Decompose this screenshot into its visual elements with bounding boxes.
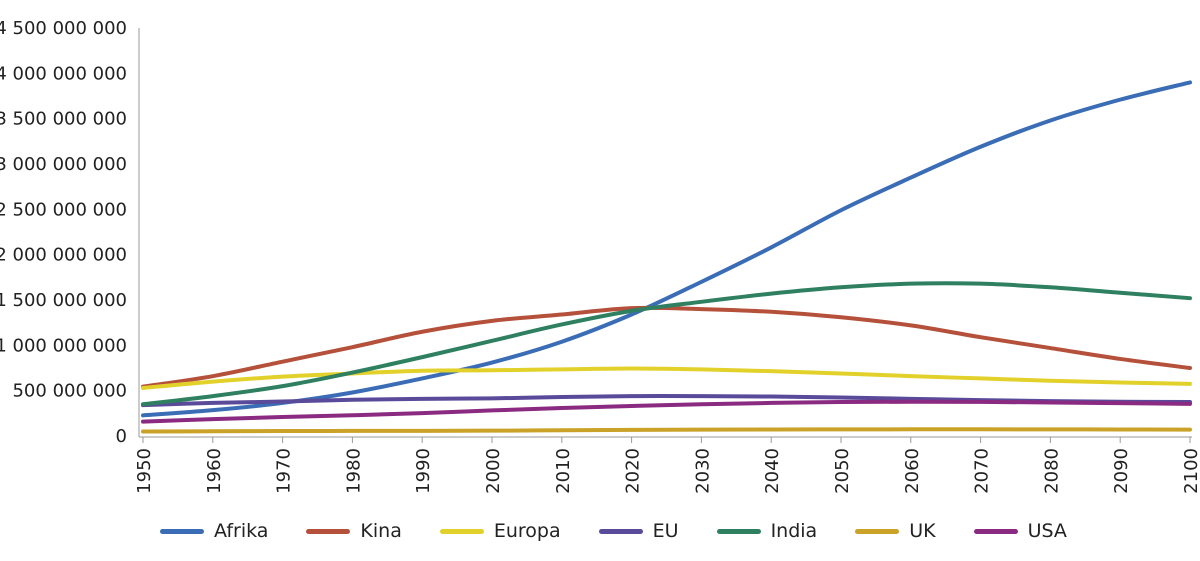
x-tick-label: 1980 <box>343 448 364 494</box>
legend-swatch <box>973 528 1018 534</box>
x-tick-label: 2020 <box>623 448 644 494</box>
y-tick-label: 4 500 000 000 <box>0 18 127 39</box>
x-tick-label: 2030 <box>692 448 713 494</box>
legend-label: EU <box>652 520 679 542</box>
y-tick-label: 3 500 000 000 <box>0 109 127 130</box>
x-tick-label: 1950 <box>134 448 155 494</box>
x-tick-label: 2010 <box>553 448 574 494</box>
legend-label: Afrika <box>214 520 269 542</box>
y-tick-label: 3 000 000 000 <box>0 154 127 175</box>
y-tick-label: 500 000 000 <box>12 381 127 402</box>
series-line-india <box>141 281 1192 407</box>
legend-item-eu: EU <box>598 520 679 542</box>
y-tick-label: 2 500 000 000 <box>0 199 127 220</box>
legend-label: USA <box>1027 520 1067 542</box>
legend-swatch <box>598 528 643 534</box>
x-tick-label: 2050 <box>832 448 853 494</box>
y-tick-label: 1 000 000 000 <box>0 335 127 356</box>
x-tick-label: 1990 <box>413 448 434 494</box>
y-tick-label: 2 000 000 000 <box>0 245 127 266</box>
legend-item-usa: USA <box>973 520 1067 542</box>
x-tick-label: 2040 <box>762 448 783 494</box>
series-line-kina <box>141 305 1192 389</box>
legend-swatch <box>306 528 351 534</box>
y-tick-label: 1 500 000 000 <box>0 290 127 311</box>
legend-item-kina: Kina <box>306 520 402 542</box>
x-tick-label: 2000 <box>483 448 504 494</box>
series-line-afrika <box>141 80 1192 418</box>
legend-item-afrika: Afrika <box>160 520 268 542</box>
legend-item-europa: Europa <box>439 520 561 542</box>
x-tick-label: 2090 <box>1111 448 1132 494</box>
legend: Afrika Kina Europa EU India UK USA <box>160 520 1105 542</box>
legend-label: UK <box>909 520 936 542</box>
series-line-europa <box>141 366 1192 390</box>
legend-swatch <box>439 528 484 534</box>
legend-swatch <box>160 528 204 534</box>
legend-swatch <box>716 528 761 534</box>
line-chart: 0 500 000 000 1 000 000 000 1 500 000 000 2 … <box>0 18 1200 494</box>
x-tick-label: 1970 <box>274 448 295 494</box>
x-tick-label: 1960 <box>204 448 225 494</box>
legend-swatch <box>855 528 900 534</box>
x-tick-label: 2060 <box>902 448 923 494</box>
legend-label: Europa <box>493 520 561 542</box>
x-tick-label: 2100 <box>1181 448 1200 494</box>
legend-item-uk: UK <box>855 520 936 542</box>
legend-item-india: India <box>716 520 818 542</box>
series-line-uk <box>141 427 1192 434</box>
x-tick-label: 2080 <box>1041 448 1062 494</box>
legend-label: Kina <box>360 520 402 542</box>
legend-label: India <box>770 520 818 542</box>
x-tick-label: 2070 <box>972 448 993 494</box>
y-tick-label: 4 000 000 000 <box>0 63 127 84</box>
series-line-usa <box>141 399 1192 424</box>
y-tick-label: 0 <box>116 426 127 447</box>
